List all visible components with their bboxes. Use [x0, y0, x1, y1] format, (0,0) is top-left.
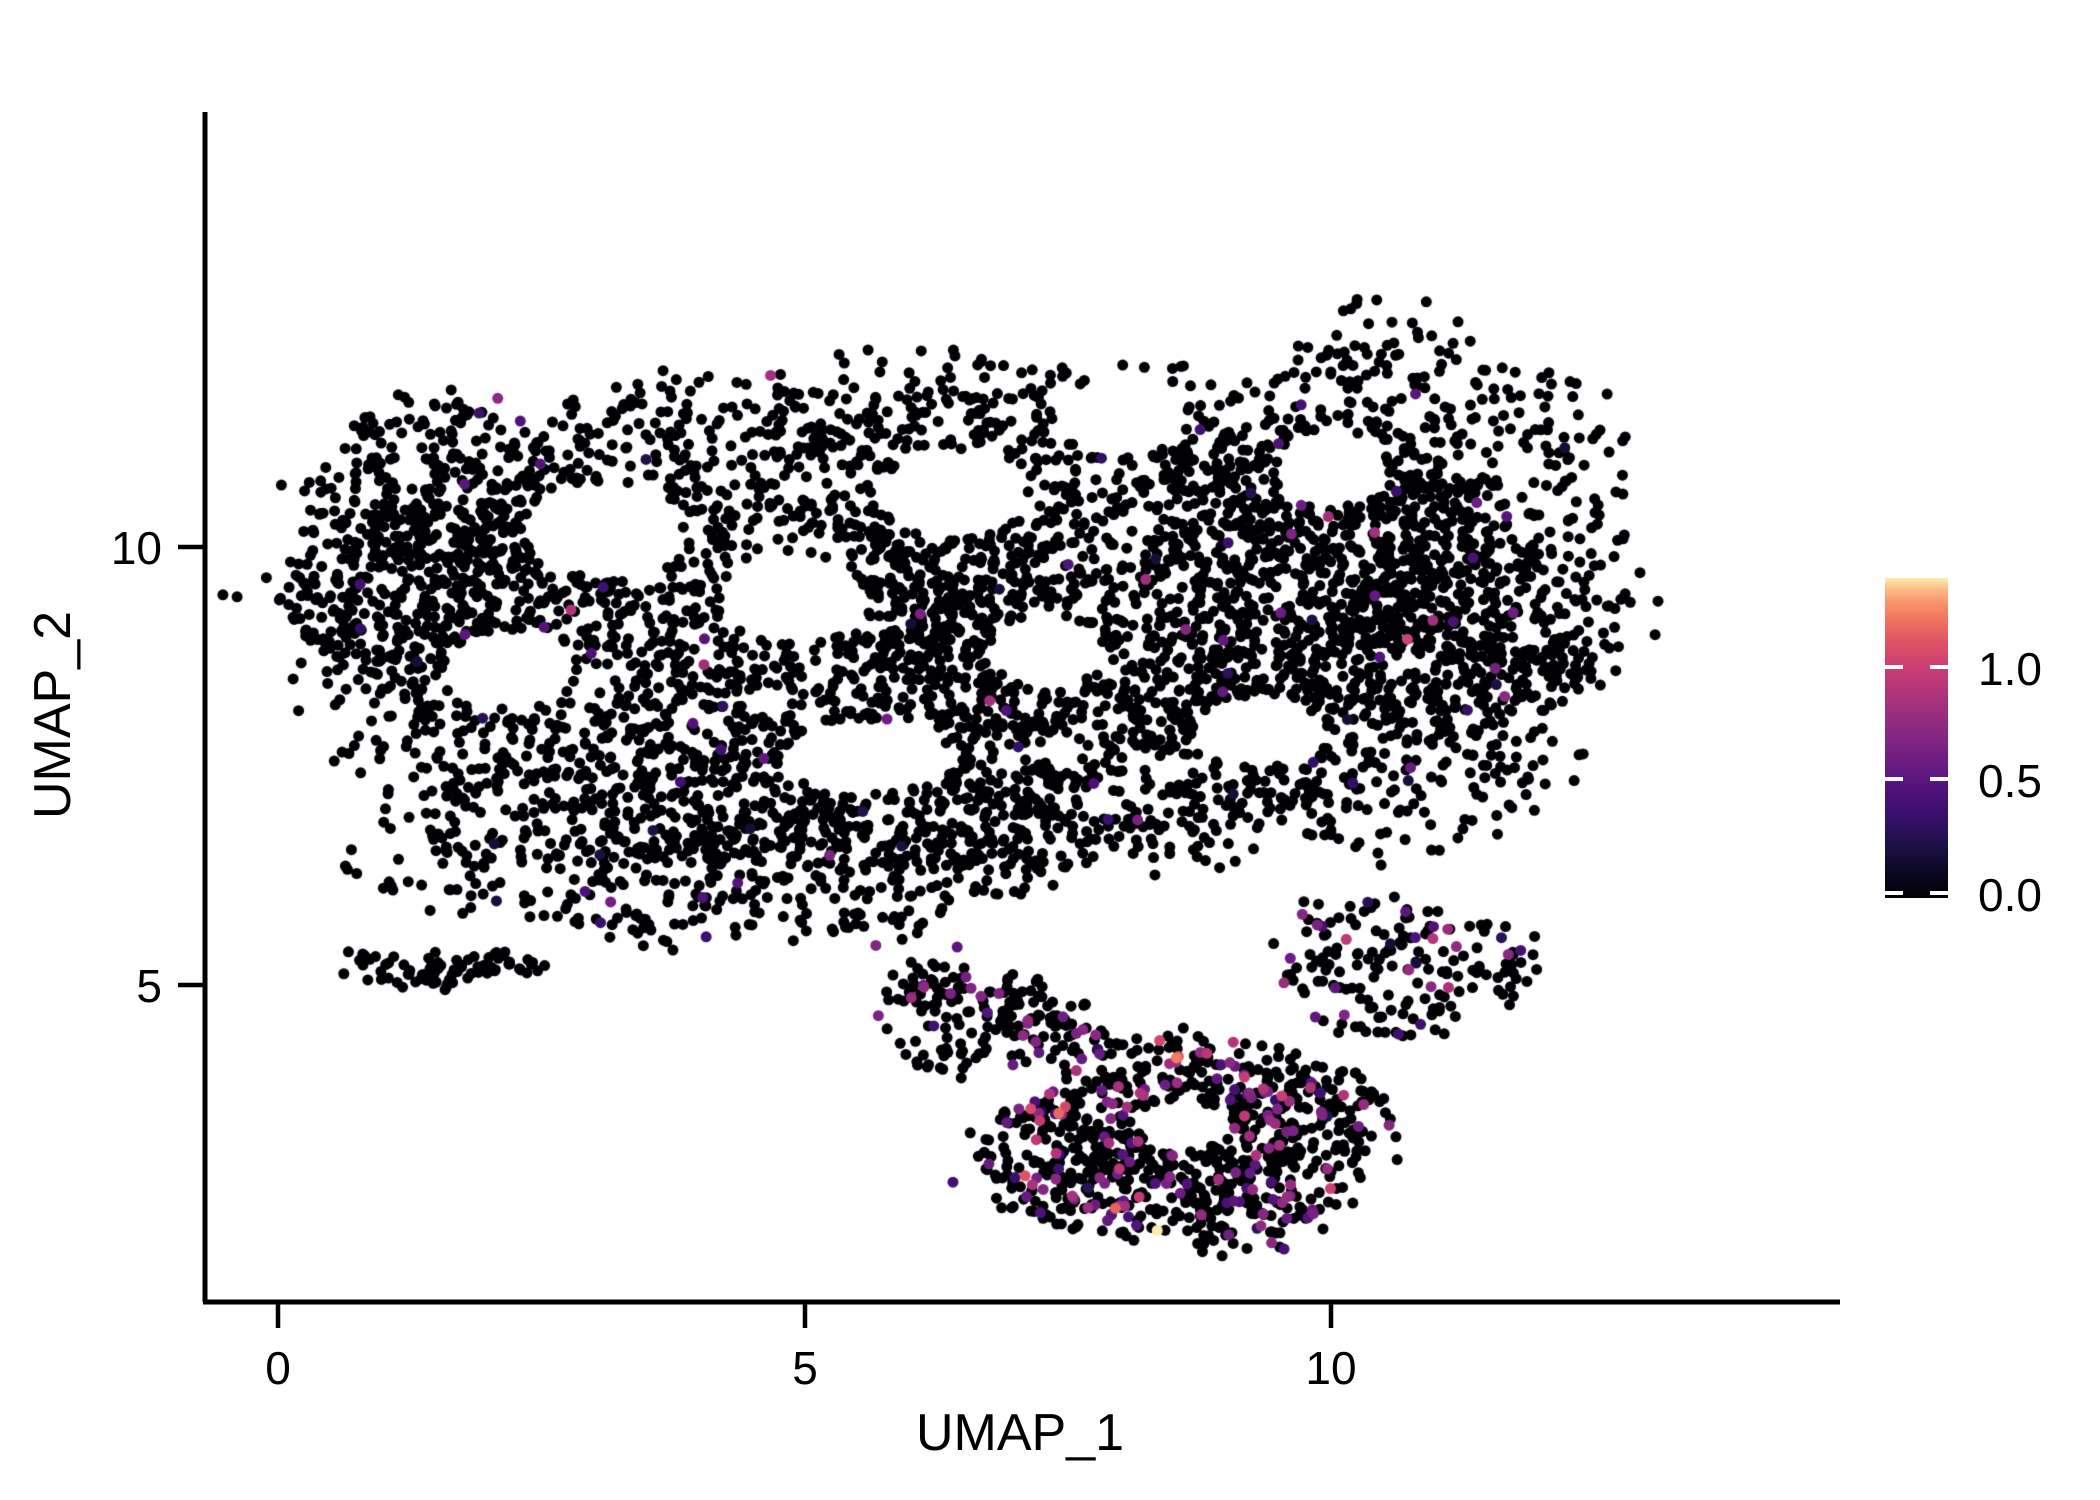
figure-root: GEN1 10 5 0 5 10 UMAP_1 UMAP_2 1.0 [0, 0, 2100, 1500]
scatter-plot-canvas [0, 0, 2100, 1500]
